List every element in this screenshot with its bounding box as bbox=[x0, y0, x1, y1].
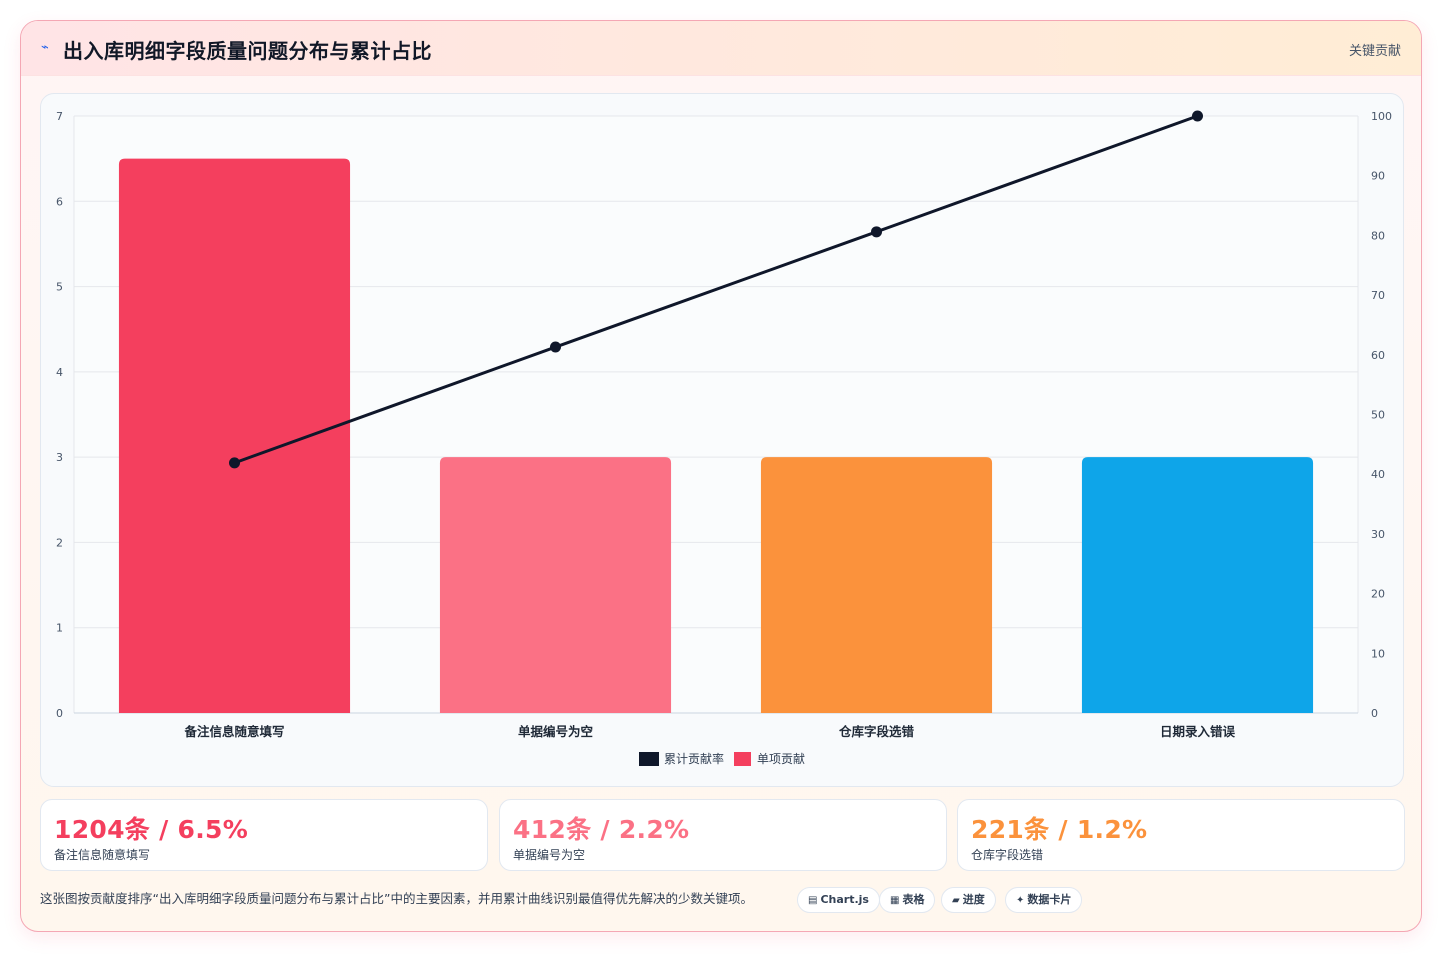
y-left-tick-label: 2 bbox=[56, 536, 63, 549]
chip-data-card[interactable]: ✦ 数据卡片 bbox=[1005, 887, 1083, 913]
y-right-tick-label: 0 bbox=[1371, 707, 1378, 720]
header-tag: 关键贡献 bbox=[1348, 44, 1401, 59]
kpi-label: 备注信息随意填写 bbox=[54, 848, 151, 862]
legend-swatch-bar bbox=[734, 752, 751, 766]
y-left-tick-label: 3 bbox=[56, 451, 63, 464]
y-left-tick-label: 1 bbox=[56, 622, 63, 635]
y-right-tick-label: 10 bbox=[1371, 647, 1385, 660]
x-tick-label: 单据编号为空 bbox=[518, 724, 593, 739]
chip-chartjs[interactable]: ▤ Chart.js bbox=[797, 887, 880, 913]
y-right-tick-label: 90 bbox=[1371, 170, 1385, 183]
cumulative-line bbox=[233, 114, 1199, 465]
kpi-value: 412条 / 2.2% bbox=[513, 815, 690, 844]
cumulative-point bbox=[871, 226, 882, 238]
kpi-label: 仓库字段选错 bbox=[971, 848, 1044, 862]
y-left-tick-label: 4 bbox=[56, 366, 63, 379]
chart-card: ⌁ 出入库明细字段质量问题分布与累计占比 关键贡献 0 1 2 3 4 5 6 7 0 10 20 3… bbox=[20, 20, 1422, 932]
sparkle-icon: ✦ bbox=[1016, 895, 1025, 906]
bar bbox=[760, 457, 993, 713]
chip-label: 进度 bbox=[962, 893, 985, 906]
y-right-tick-label: 70 bbox=[1371, 289, 1385, 302]
kpi-value: 221条 / 1.2% bbox=[971, 815, 1148, 844]
legend-swatch-line bbox=[639, 752, 659, 766]
cumulative-point bbox=[1192, 110, 1203, 122]
y-left-tick-label: 6 bbox=[56, 195, 63, 208]
legend-label: 累计贡献率 bbox=[664, 751, 724, 766]
x-tick-label: 日期录入错误 bbox=[1160, 724, 1236, 739]
card-header: ⌁ 出入库明细字段质量问题分布与累计占比 关键贡献 bbox=[21, 21, 1421, 76]
chip-progress[interactable]: ▰ 进度 bbox=[941, 887, 996, 913]
kpi-card: 412条 / 2.2% 单据编号为空 bbox=[499, 799, 947, 871]
lightning-icon: ⌁ bbox=[41, 40, 49, 55]
x-tick-label: 备注信息随意填写 bbox=[183, 724, 284, 739]
y-right-tick-label: 60 bbox=[1371, 349, 1385, 362]
y-right-tick-label: 50 bbox=[1371, 409, 1385, 422]
bar bbox=[118, 158, 351, 714]
y-right-tick-label: 40 bbox=[1371, 468, 1385, 481]
page-title: 出入库明细字段质量问题分布与累计占比 bbox=[63, 39, 432, 63]
kpi-card: 1204条 / 6.5% 备注信息随意填写 bbox=[40, 799, 488, 871]
y-right-tick-label: 30 bbox=[1371, 528, 1385, 541]
kpi-value: 1204条 / 6.5% bbox=[54, 815, 249, 844]
bar bbox=[1081, 457, 1314, 713]
kpi-card: 221条 / 1.2% 仓库字段选错 bbox=[957, 799, 1405, 871]
chart-icon: ▤ bbox=[808, 895, 818, 906]
y-left-tick-label: 5 bbox=[56, 281, 63, 294]
chip-table[interactable]: ▦ 表格 bbox=[879, 887, 936, 913]
bar bbox=[439, 457, 672, 713]
footnote: 这张图按贡献度排序“出入库明细字段质量问题分布与累计占比”中的主要因素，并用累计… bbox=[40, 891, 753, 906]
cumulative-point bbox=[550, 341, 561, 353]
progress-icon: ▰ bbox=[952, 895, 960, 906]
x-tick-label: 仓库字段选错 bbox=[838, 724, 915, 739]
chip-label: 表格 bbox=[902, 893, 925, 906]
y-right-tick-label: 20 bbox=[1371, 588, 1385, 601]
chip-label: Chart.js bbox=[820, 893, 869, 906]
y-right-tick-label: 100 bbox=[1371, 110, 1392, 123]
kpi-row: 1204条 / 6.5% 备注信息随意填写 412条 / 2.2% 单据编号为空… bbox=[40, 799, 1405, 871]
table-icon: ▦ bbox=[890, 895, 900, 906]
cumulative-point bbox=[229, 457, 240, 469]
y-right-tick-label: 80 bbox=[1371, 229, 1385, 242]
legend-label: 单项贡献 bbox=[757, 751, 805, 766]
y-left-tick-label: 0 bbox=[56, 707, 63, 720]
chip-label: 数据卡片 bbox=[1027, 893, 1072, 906]
chart-panel: 0 1 2 3 4 5 6 7 0 10 20 30 40 50 60 70 80 90 100 备注信息随意填写 单据… bbox=[40, 93, 1404, 787]
kpi-label: 单据编号为空 bbox=[513, 848, 586, 862]
y-left-tick-label: 7 bbox=[56, 110, 63, 123]
